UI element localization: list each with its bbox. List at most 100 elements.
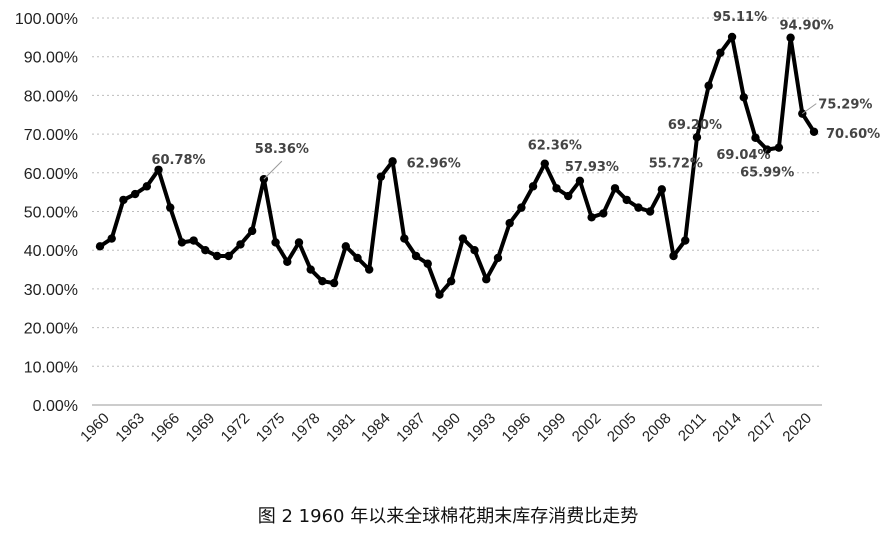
- leader-line: [802, 103, 817, 115]
- data-point: [727, 32, 737, 42]
- data-point: [692, 132, 702, 142]
- data-point: [365, 265, 374, 274]
- data-point: [224, 251, 233, 261]
- y-tick-label: 60.00%: [24, 166, 78, 183]
- x-tick-label: 1975: [253, 410, 289, 446]
- data-point: [189, 236, 198, 245]
- data-point: [634, 203, 643, 212]
- data-label: 58.36%: [255, 142, 309, 157]
- series-line: [95, 32, 819, 299]
- data-point: [341, 242, 351, 251]
- data-point: [166, 203, 175, 212]
- x-tick-label: 2020: [780, 410, 816, 446]
- data-point: [716, 48, 725, 58]
- data-point: [505, 218, 514, 228]
- data-point: [622, 195, 631, 205]
- x-tick-label: 1981: [323, 410, 359, 446]
- x-tick-label: 1969: [183, 410, 219, 446]
- data-point: [599, 209, 608, 218]
- y-tick-label: 0.00%: [33, 398, 78, 415]
- data-point: [154, 165, 163, 174]
- data-point: [247, 226, 257, 236]
- data-point: [470, 246, 479, 255]
- data-label: 57.93%: [565, 160, 619, 175]
- data-point: [681, 236, 690, 245]
- x-tick-label: 1993: [463, 410, 499, 446]
- data-label: 69.04%: [716, 148, 770, 163]
- x-tick-label: 1960: [77, 410, 113, 446]
- x-axis: 1960 1963 1966 1969 1972 1975 1978 1981 1984 1987…: [77, 404, 822, 446]
- data-point: [587, 213, 596, 222]
- data-point: [306, 265, 315, 274]
- data-point: [563, 191, 573, 201]
- data-label: 69.20%: [668, 118, 722, 133]
- x-tick-label: 2014: [709, 410, 745, 446]
- data-point: [493, 253, 503, 263]
- data-point: [762, 145, 772, 154]
- x-tick-label: 2005: [604, 410, 640, 446]
- y-tick-label: 20.00%: [24, 321, 78, 338]
- y-tick-label: 90.00%: [24, 50, 78, 67]
- x-tick-label: 1999: [534, 410, 570, 446]
- data-point: [142, 182, 152, 191]
- x-tick-label: 1996: [499, 410, 535, 446]
- data-point: [786, 33, 795, 42]
- y-tick-label: 100.00%: [15, 11, 78, 28]
- data-point: [458, 234, 468, 243]
- data-point: [201, 246, 210, 255]
- data-point: [446, 276, 456, 286]
- leader-line: [263, 160, 283, 180]
- y-tick-label: 70.00%: [24, 127, 78, 144]
- data-point: [236, 240, 245, 249]
- x-tick-label: 2008: [639, 410, 675, 446]
- data-point: [751, 133, 760, 143]
- data-point: [294, 238, 304, 247]
- x-tick-label: 1984: [358, 410, 394, 446]
- x-tick-label: 1963: [112, 410, 148, 446]
- data-point: [400, 234, 409, 243]
- y-tick-label: 50.00%: [24, 205, 78, 222]
- x-tick-label: 2017: [744, 410, 780, 446]
- data-point: [388, 157, 397, 166]
- data-point: [423, 259, 432, 268]
- data-point: [610, 184, 620, 193]
- data-point: [329, 278, 339, 288]
- x-tick-label: 2002: [569, 410, 605, 446]
- data-point: [774, 143, 784, 152]
- data-point: [528, 182, 538, 191]
- x-tick-label: 1966: [147, 410, 183, 446]
- data-label: 65.99%: [740, 166, 794, 181]
- gridlines: [92, 17, 822, 367]
- x-tick-label: 1987: [393, 410, 429, 446]
- data-point: [107, 234, 116, 243]
- data-point: [376, 172, 386, 181]
- data-point: [739, 93, 748, 102]
- y-tick-label: 10.00%: [24, 359, 78, 376]
- data-point: [212, 251, 222, 261]
- data-label: 62.36%: [528, 139, 582, 154]
- y-axis: 0.00% 10.00% 20.00% 30.00% 40.00% 50.00% 60.00…: [15, 11, 78, 415]
- data-point: [95, 242, 105, 251]
- data-point: [130, 189, 140, 199]
- data-point: [271, 238, 280, 247]
- figure-caption: 图 2 1960 年以来全球棉花期末库存消费比走势: [257, 506, 639, 527]
- data-point: [657, 185, 667, 194]
- y-tick-label: 40.00%: [24, 243, 78, 260]
- data-label: 94.90%: [780, 19, 834, 34]
- x-tick-label: 2011: [675, 410, 710, 445]
- data-point: [809, 127, 819, 136]
- data-label: 62.96%: [407, 156, 461, 171]
- data-point: [318, 276, 327, 286]
- data-point: [552, 184, 561, 193]
- data-point: [435, 290, 444, 299]
- data-point: [482, 275, 491, 284]
- data-label: 75.29%: [818, 98, 872, 113]
- data-point: [575, 176, 585, 186]
- y-tick-label: 80.00%: [24, 88, 78, 105]
- data-point: [704, 81, 713, 90]
- x-tick-label: 1978: [288, 410, 324, 446]
- data-point: [645, 207, 655, 216]
- data-point: [411, 251, 421, 261]
- data-label: 60.78%: [151, 153, 205, 168]
- data-label: 70.60%: [826, 127, 880, 142]
